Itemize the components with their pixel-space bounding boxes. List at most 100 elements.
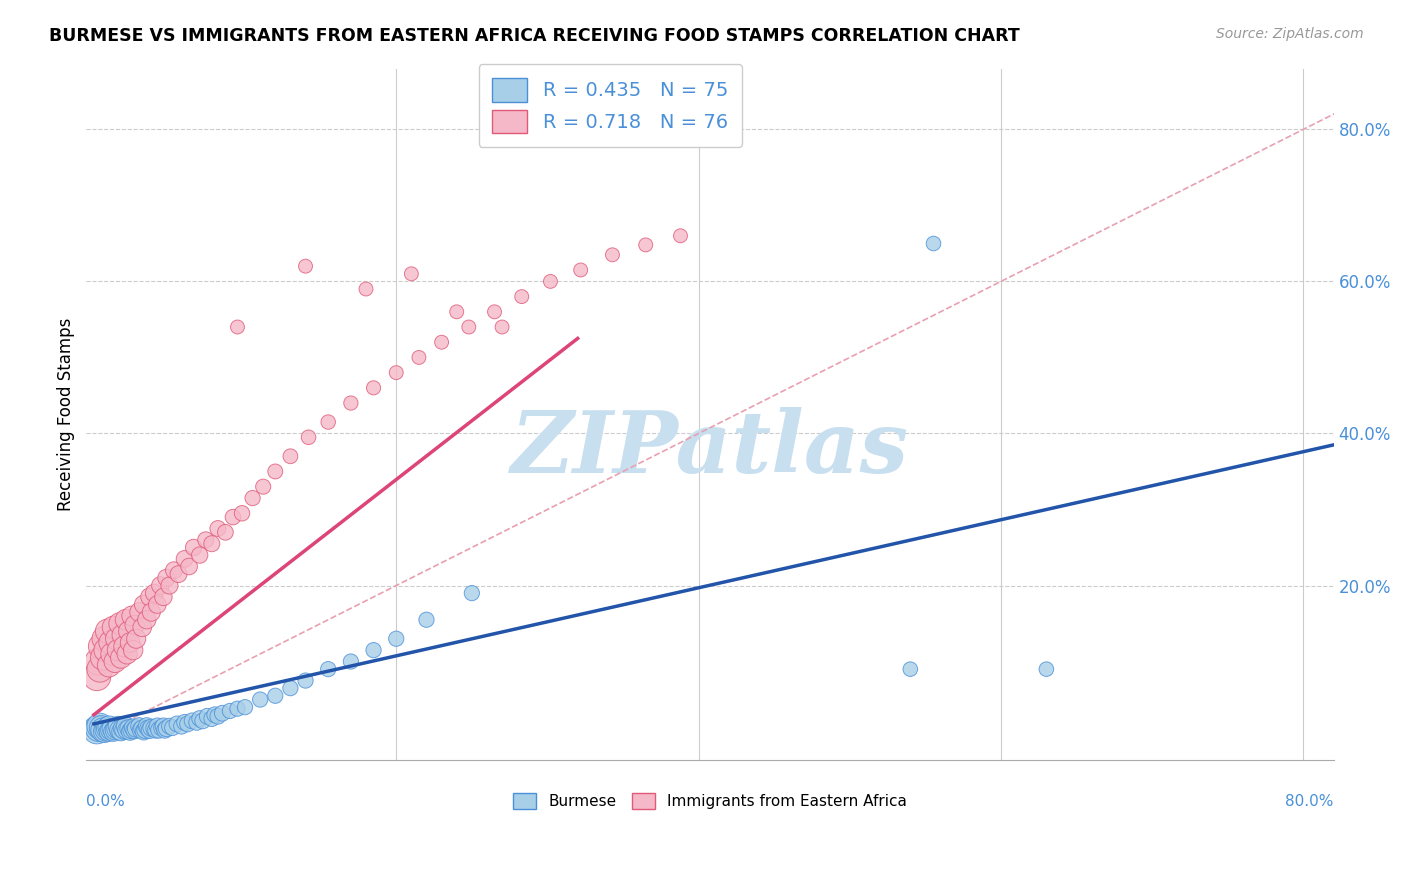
Point (219, 704, 242, 718)
Point (155, 722, 177, 736)
Point (242, 491, 264, 505)
Point (181, 714, 204, 728)
Point (415, 613, 437, 627)
Point (457, 320, 479, 334)
Point (173, 552, 195, 566)
Point (100, 635, 122, 649)
Point (131, 722, 153, 736)
Text: 80.0%: 80.0% (1285, 794, 1334, 808)
Point (96, 624, 118, 639)
Point (121, 723, 143, 737)
Point (176, 717, 198, 731)
Point (117, 624, 139, 639)
Point (103, 620, 125, 634)
Text: 0.0%: 0.0% (86, 794, 125, 808)
Point (177, 559, 200, 574)
Point (183, 541, 205, 555)
Point (188, 548, 211, 562)
Point (191, 714, 214, 728)
Point (195, 709, 218, 723)
Point (94, 643, 117, 657)
Point (340, 655, 363, 669)
Point (316, 662, 339, 676)
Point (214, 525, 236, 540)
Point (125, 722, 148, 736)
Point (226, 701, 249, 715)
Point (602, 248, 624, 262)
Point (100, 723, 122, 737)
Point (280, 681, 302, 695)
Point (120, 635, 142, 649)
Point (461, 586, 484, 600)
Point (211, 706, 233, 721)
Point (669, 228, 692, 243)
Point (922, 236, 945, 251)
Point (540, 274, 562, 288)
Point (146, 719, 169, 733)
Point (114, 719, 136, 733)
Point (117, 722, 139, 736)
Point (316, 415, 339, 429)
Y-axis label: Receiving Food Stamps: Receiving Food Stamps (58, 318, 75, 511)
Point (135, 613, 157, 627)
Point (87, 655, 110, 669)
Point (124, 618, 146, 632)
Point (131, 620, 153, 634)
Point (107, 719, 129, 733)
Point (104, 723, 127, 737)
Point (145, 723, 167, 737)
Point (294, 673, 316, 688)
Point (294, 259, 316, 273)
Point (491, 320, 513, 334)
Point (401, 267, 423, 281)
Point (231, 506, 253, 520)
Point (105, 722, 128, 736)
Point (159, 719, 181, 733)
Point (90, 640, 112, 654)
Point (1035, 662, 1057, 676)
Point (280, 450, 302, 464)
Point (233, 700, 256, 714)
Point (91, 723, 114, 737)
Point (207, 709, 229, 723)
Point (363, 381, 385, 395)
Point (446, 305, 468, 319)
Point (207, 521, 229, 535)
Point (128, 719, 150, 733)
Point (98, 658, 121, 673)
Point (173, 715, 195, 730)
Point (115, 723, 138, 737)
Point (111, 628, 134, 642)
Point (112, 723, 135, 737)
Point (132, 724, 155, 739)
Point (385, 632, 408, 646)
Point (201, 537, 224, 551)
Point (139, 590, 162, 604)
Point (408, 351, 430, 365)
Point (124, 723, 146, 737)
Point (114, 613, 136, 627)
Point (634, 238, 657, 252)
Point (101, 722, 124, 736)
Point (385, 366, 408, 380)
Point (103, 724, 125, 739)
Point (108, 723, 131, 737)
Point (569, 263, 592, 277)
Point (86, 723, 108, 737)
Point (93, 632, 115, 646)
Point (110, 724, 132, 739)
Point (141, 605, 163, 619)
Point (201, 712, 224, 726)
Point (363, 643, 385, 657)
Point (146, 598, 169, 612)
Point (98, 720, 121, 734)
Point (136, 722, 159, 736)
Point (898, 662, 921, 676)
Point (96, 722, 118, 736)
Point (264, 689, 287, 703)
Point (87, 722, 110, 736)
Point (194, 533, 217, 547)
Legend: Burmese, Immigrants from Eastern Africa: Burmese, Immigrants from Eastern Africa (508, 787, 912, 815)
Point (122, 643, 145, 657)
Point (204, 707, 226, 722)
